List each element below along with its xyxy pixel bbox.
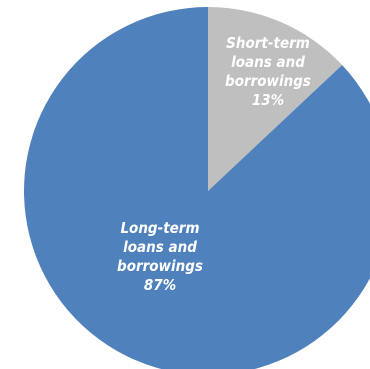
pie-slice-short-term [208,7,343,191]
pie-slices [24,7,370,369]
pie-slice-long-term [24,7,370,369]
data-label-line: Short-term [226,34,310,52]
data-label-line: loans and [231,53,305,71]
data-label-percent: 13% [252,91,284,109]
data-label-line: borrowings [117,257,203,275]
data-label-line: borrowings [225,72,311,90]
data-label-long-term: Long-term loans and borrowings 87% [117,219,203,294]
data-label-line: loans and [123,238,197,256]
pie-labels: Short-term loans and borrowings 13%Long-ter… [117,34,311,294]
data-label-percent: 87% [144,276,176,294]
data-label-line: Long-term [120,219,199,237]
data-label-short-term: Short-term loans and borrowings 13% [225,34,311,109]
